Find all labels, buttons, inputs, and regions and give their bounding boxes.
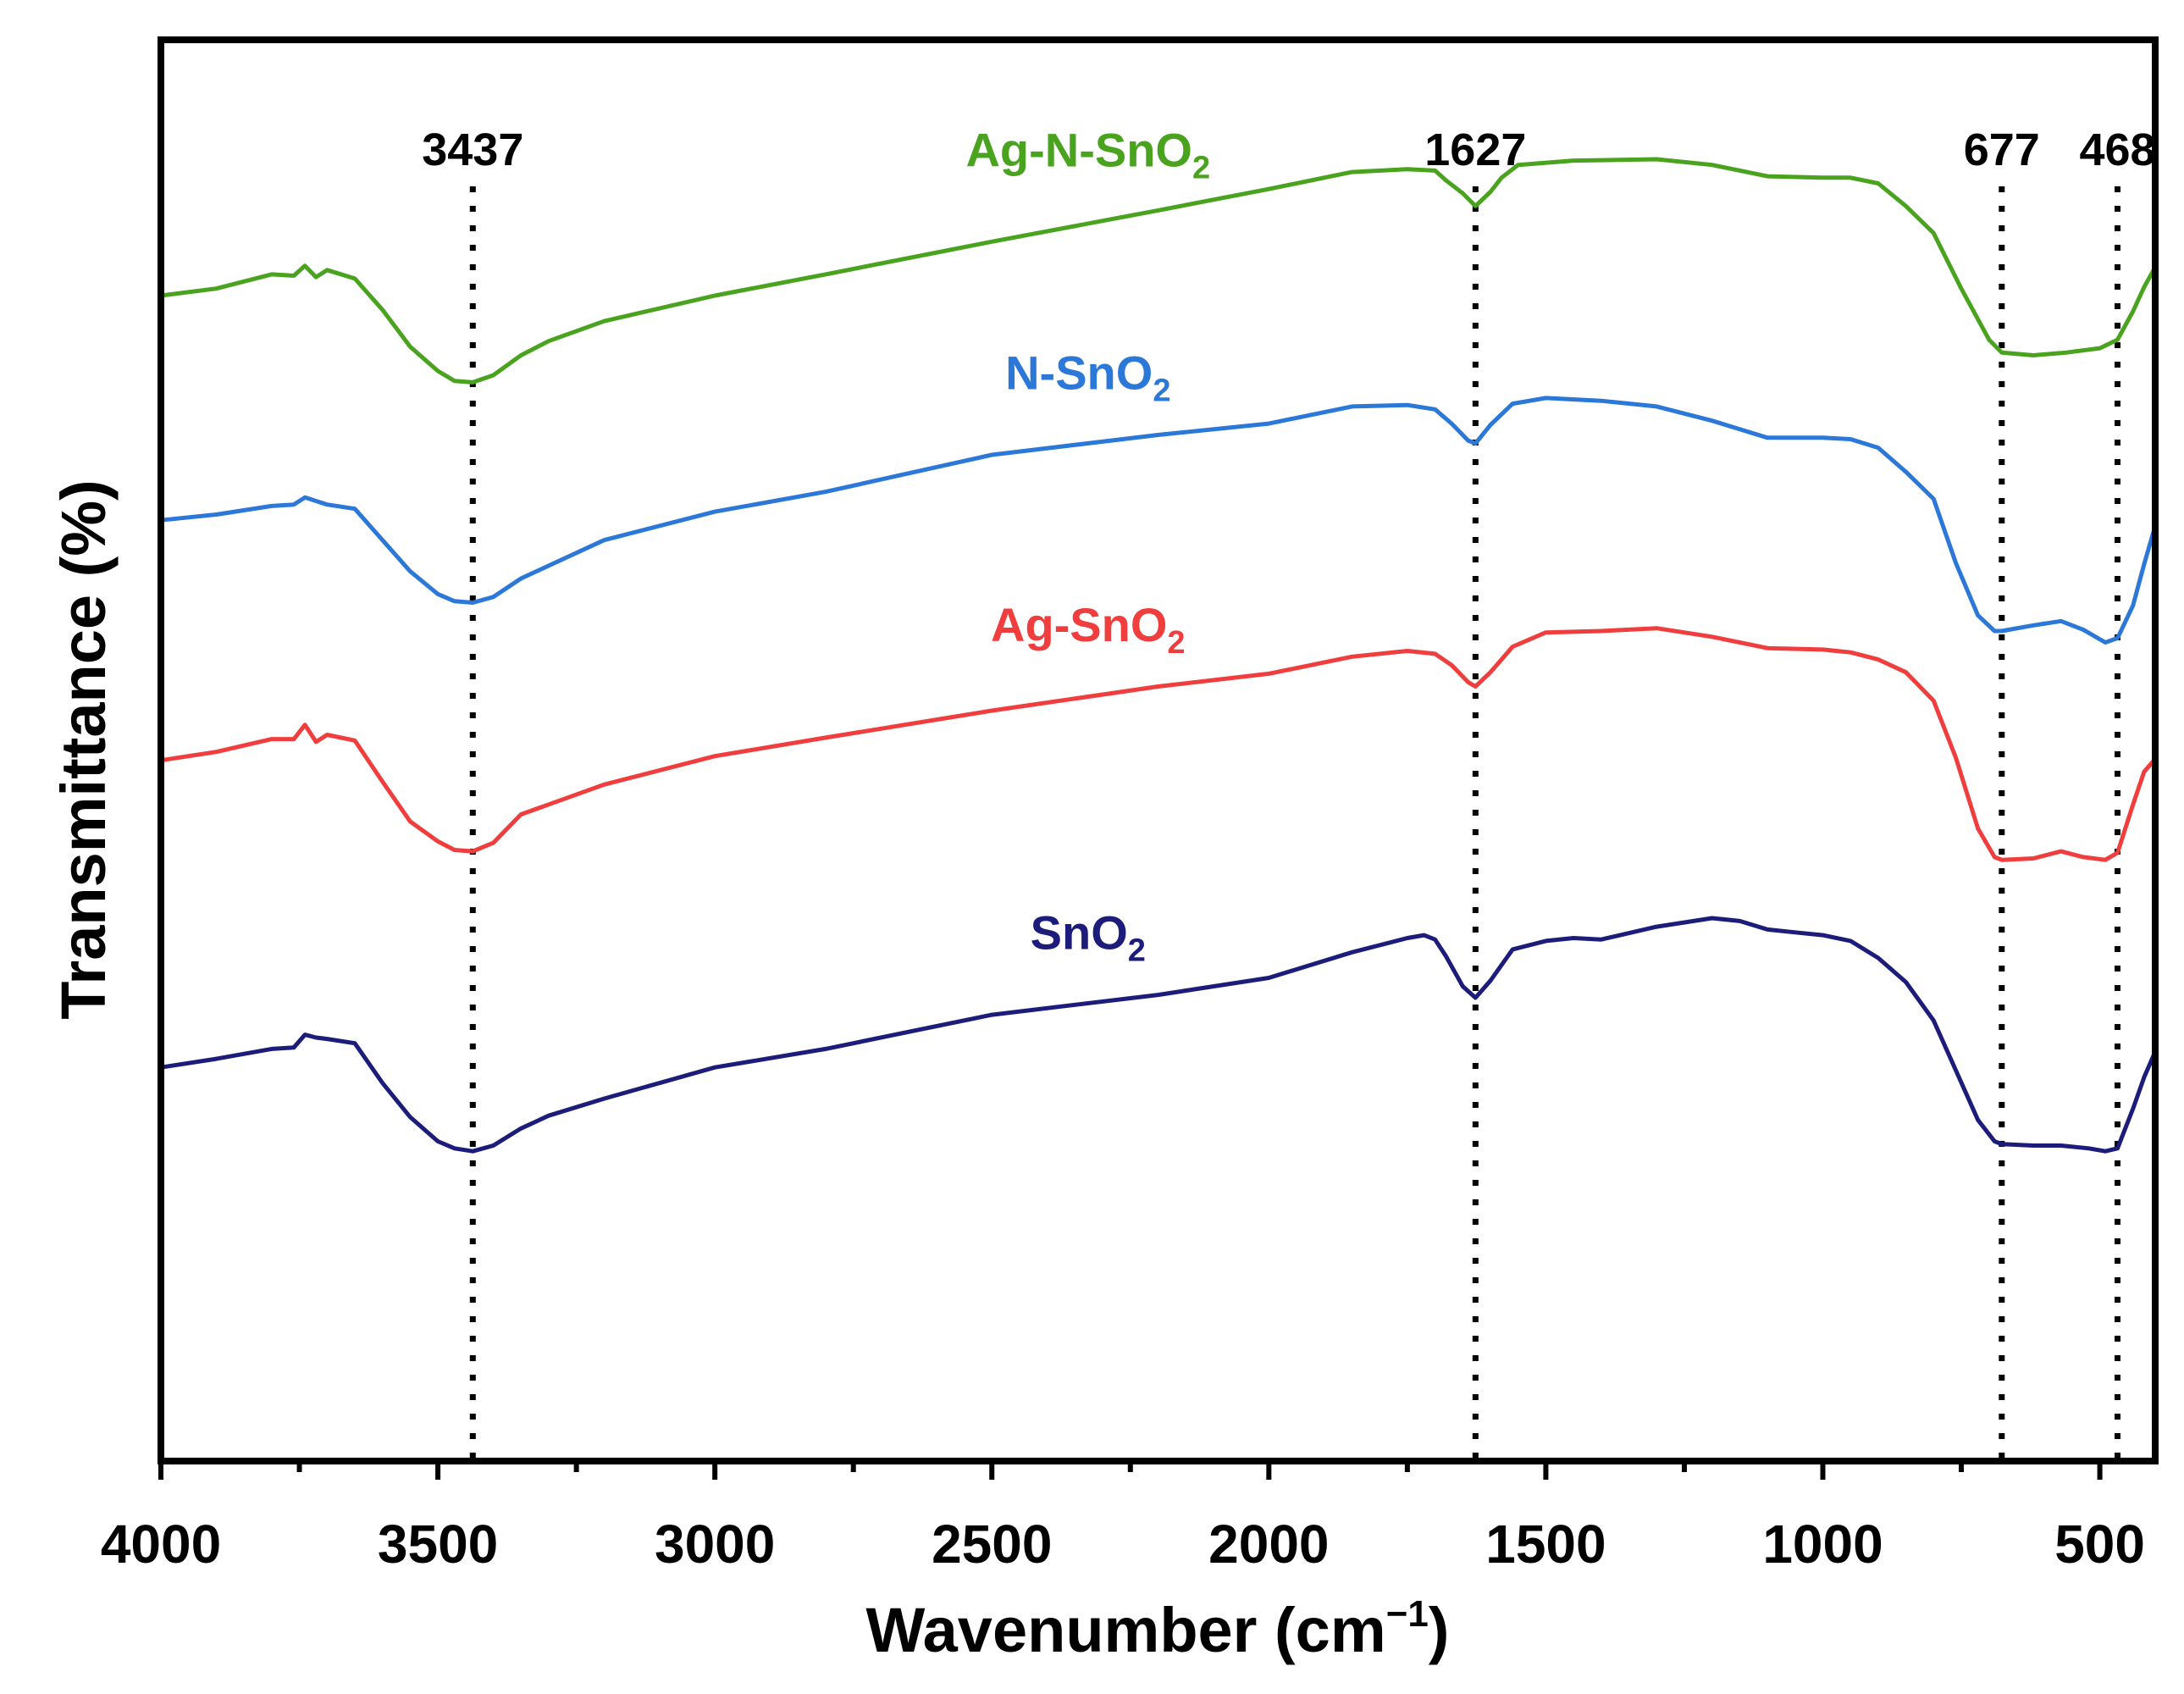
series-label-n-sno2: N-SnO2 (1005, 346, 1170, 408)
x-tick-label-4000: 4000 (101, 1514, 221, 1575)
x-tick-label-500: 500 (2054, 1514, 2145, 1575)
x-axis-ticks (158, 1461, 2103, 1480)
peak-label-468: 468 (2079, 125, 2155, 175)
x-tick-label-3500: 3500 (378, 1514, 498, 1575)
series-line-sno2 (158, 916, 2158, 1154)
y-axis-title: Transmittance (%) (48, 479, 119, 1019)
series-label-sno2: SnO2 (1031, 906, 1146, 969)
peak-label-677: 677 (1964, 125, 2040, 175)
peak-label-3437: 3437 (422, 125, 523, 175)
series-label-ag-n-sno2: Ag-N-SnO2 (965, 124, 1210, 186)
series-line-ag-sno2 (158, 626, 2158, 862)
series-labels: Ag-N-SnO2 N-SnO2 Ag-SnO2 SnO2 (965, 124, 1210, 969)
x-tick-label-1000: 1000 (1762, 1514, 1883, 1575)
x-tick-label-2000: 2000 (1208, 1514, 1329, 1575)
x-axis-title-superscript: −1 (1386, 1593, 1429, 1635)
series-line-n-sno2 (158, 396, 2158, 645)
series-line-ag-n-sno2 (158, 157, 2158, 385)
plot-background (161, 40, 2155, 1461)
x-tick-label-3000: 3000 (655, 1514, 775, 1575)
peak-marker-labels: 3437 1627 677 468 (422, 125, 2155, 175)
x-axis-tick-labels: 4000 3500 3000 2500 2000 1500 1000 500 (101, 1514, 2145, 1575)
peak-label-1627: 1627 (1424, 125, 1526, 175)
plot-frame (158, 36, 2159, 1464)
x-axis-title: Wavenumber (cm−1) (866, 1593, 1450, 1665)
x-tick-label-1500: 1500 (1485, 1514, 1606, 1575)
series-lines (158, 157, 2158, 1154)
x-tick-label-2500: 2500 (932, 1514, 1052, 1575)
series-label-ag-sno2: Ag-SnO2 (991, 598, 1186, 661)
